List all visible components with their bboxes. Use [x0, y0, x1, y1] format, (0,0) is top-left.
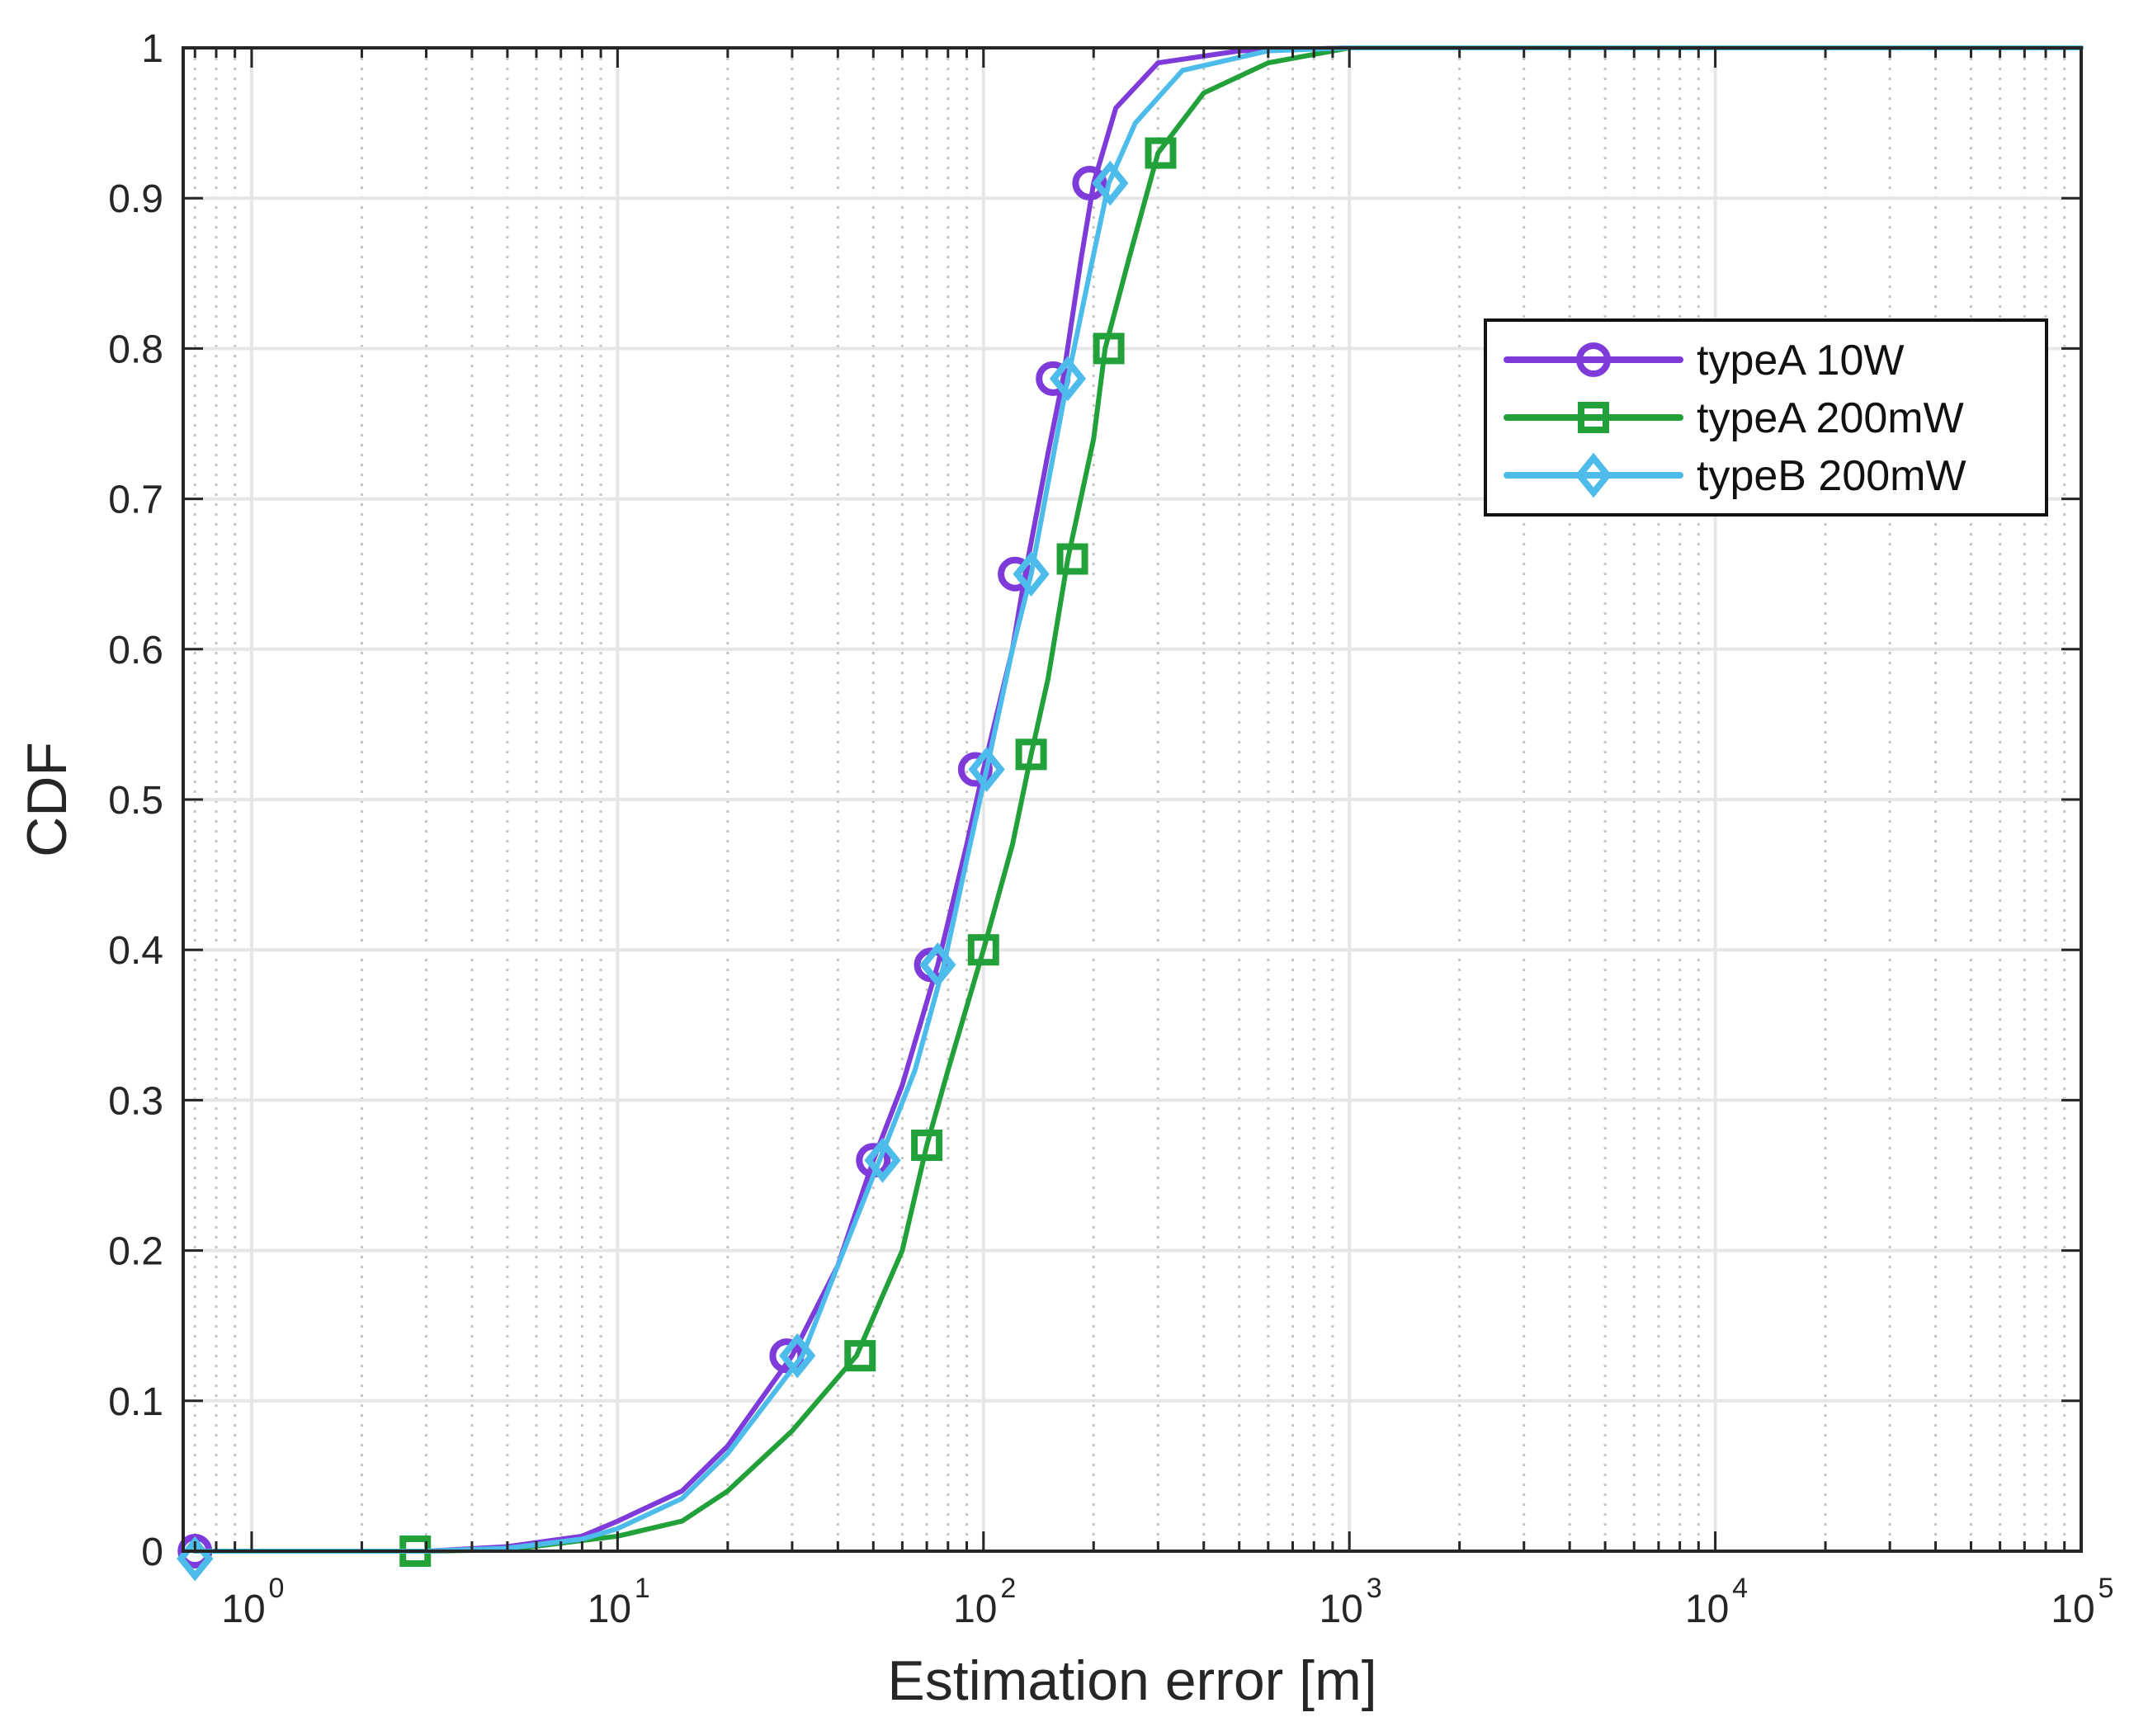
marker-square [967, 934, 999, 966]
marker-square [844, 1340, 876, 1372]
legend-entry: typeB 200mW [1504, 452, 1966, 500]
x-tick-exponent: 3 [1367, 1573, 1382, 1604]
data-point [957, 752, 993, 787]
series-1 [192, 45, 2084, 1567]
marker-diamond [1575, 452, 1612, 498]
y-tick-label: 0.2 [108, 1230, 163, 1274]
data-point [1056, 543, 1088, 575]
x-tick-label: 10 [1685, 1587, 1729, 1631]
marker-diamond [177, 1536, 214, 1582]
data-point [919, 942, 956, 988]
x-tick-label: 10 [1319, 1587, 1362, 1631]
legend-entry: typeA 10W [1504, 337, 1904, 384]
data-point [1092, 160, 1129, 206]
marker-diamond [779, 1333, 816, 1379]
data-point [1049, 356, 1087, 402]
x-axis-title: Estimation error [m] [887, 1649, 1376, 1712]
marker-diamond [968, 747, 1005, 792]
y-tick-label: 0.6 [108, 629, 163, 672]
marker-square [1578, 402, 1609, 433]
marker-square [1015, 738, 1047, 771]
legend: typeA 10W typeA 200mW typeB 200mW [1484, 318, 2048, 517]
legend-marker [1578, 402, 1609, 433]
y-tick-label: 0.3 [108, 1079, 163, 1123]
x-tick-exponent: 4 [1732, 1573, 1748, 1604]
data-point [1145, 137, 1177, 169]
series-line [192, 45, 2084, 1554]
y-tick-label: 0.7 [108, 479, 163, 522]
marker-square [1145, 137, 1177, 169]
legend-label: typeA 10W [1697, 337, 1904, 384]
x-tick-exponent: 1 [635, 1573, 650, 1604]
data-point [844, 1340, 876, 1372]
x-tick-label: 10 [221, 1587, 265, 1631]
marker-square [1093, 333, 1125, 365]
marker-square [911, 1130, 943, 1162]
y-tick-label: 0 [141, 1531, 163, 1574]
legend-label: typeB 200mW [1697, 452, 1966, 500]
series-line [192, 45, 2084, 1554]
y-tick-label: 0.4 [108, 929, 163, 973]
y-tick-label: 1 [141, 27, 163, 71]
x-tick-label: 10 [2051, 1587, 2094, 1631]
marker-diamond [864, 1137, 901, 1183]
y-tick-label: 0.1 [108, 1380, 163, 1424]
marker-circle [1072, 165, 1107, 200]
data-point [177, 1536, 214, 1582]
legend-marker [1575, 452, 1612, 498]
series-layer [177, 45, 2084, 1582]
marker-diamond [1013, 551, 1050, 597]
data-point [779, 1333, 816, 1379]
legend-marker [1576, 342, 1611, 377]
series-2 [177, 45, 2084, 1582]
marker-circle [1576, 342, 1611, 377]
x-tick-exponent: 2 [1000, 1573, 1016, 1604]
y-axis-title: CDF [16, 742, 78, 857]
marker-diamond [1049, 356, 1087, 402]
marker-circle [957, 752, 993, 787]
legend-entries: typeA 10W typeA 200mW typeB 200mW [1504, 337, 1966, 500]
data-point [1015, 738, 1047, 771]
x-tick-exponent: 0 [268, 1573, 284, 1604]
y-tick-label: 0.9 [108, 177, 163, 221]
x-tick-label: 10 [953, 1587, 997, 1631]
x-tick-label: 10 [588, 1587, 631, 1631]
data-point [1093, 333, 1125, 365]
marker-diamond [919, 942, 956, 988]
data-point [911, 1130, 943, 1162]
tick-labels: 10 0 10 1 10 2 10 3 10 4 10 500.10.20.30.40.50.60.7… [108, 27, 2113, 1631]
data-point [967, 934, 999, 966]
ticks [183, 46, 2081, 1553]
data-point [1013, 551, 1050, 597]
marker-square [1056, 543, 1088, 575]
x-tick-exponent: 5 [2099, 1573, 2114, 1604]
marker-diamond [1092, 160, 1129, 206]
y-tick-label: 0.8 [108, 328, 163, 371]
grid [183, 48, 2081, 1551]
data-point [968, 747, 1005, 792]
legend-label: typeA 200mW [1697, 394, 1964, 442]
y-tick-label: 0.5 [108, 779, 163, 823]
data-point [864, 1137, 901, 1183]
data-point [1072, 165, 1107, 200]
legend-entry: typeA 200mW [1504, 394, 1964, 442]
